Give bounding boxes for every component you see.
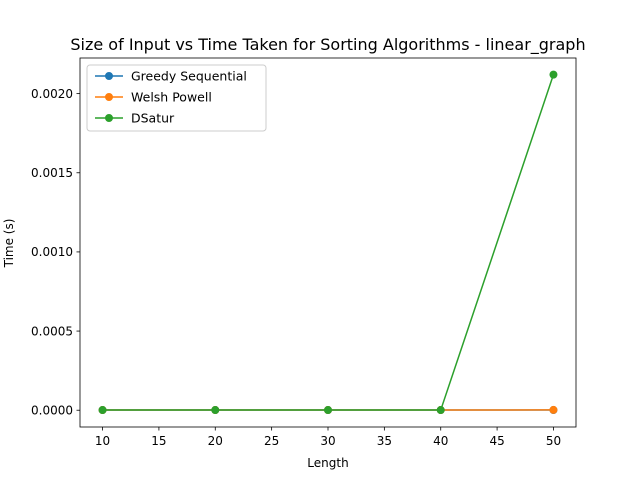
legend-label: Greedy Sequential [131, 69, 247, 84]
y-tick-label: 0.0000 [31, 404, 73, 418]
x-tick-label: 30 [320, 434, 335, 448]
y-tick-label: 0.0010 [31, 245, 73, 259]
data-point [211, 406, 220, 415]
data-point [324, 406, 332, 415]
y-tick-label: 0.0015 [31, 166, 73, 180]
y-axis-label: Time (s) [2, 219, 16, 269]
data-point [549, 405, 558, 414]
x-tick-label: 15 [151, 434, 166, 448]
data-point [98, 406, 107, 415]
plot-area: 10 15 20 25 30 35 40 45 50 0.0000 0.0005 0.0010 0.00… [31, 57, 577, 448]
data-point [549, 70, 558, 79]
x-tick-label: 35 [377, 434, 392, 448]
data-point [436, 406, 445, 415]
legend-marker [105, 93, 113, 101]
x-tick-label: 40 [433, 434, 448, 448]
series-group [98, 70, 558, 415]
legend-box [86, 64, 267, 132]
legend-label: Welsh Powell [131, 90, 212, 105]
x-tick-label: 25 [264, 434, 279, 448]
x-tick-label: 20 [208, 434, 223, 448]
legend-label: DSatur [131, 111, 175, 126]
x-axis-label: Length [307, 456, 348, 470]
y-tick-label: 0.0020 [31, 87, 73, 101]
x-tick-label: 45 [489, 434, 504, 448]
x-tick-label: 10 [95, 434, 110, 448]
legend-marker [105, 114, 113, 122]
legend-marker [105, 72, 113, 80]
legend: Greedy Sequential Welsh Powell DSatur [86, 64, 267, 132]
x-tick-label: 50 [546, 434, 561, 448]
y-tick-label: 0.0005 [31, 324, 73, 338]
chart-title: Size of Input vs Time Taken for Sorting … [70, 35, 585, 55]
